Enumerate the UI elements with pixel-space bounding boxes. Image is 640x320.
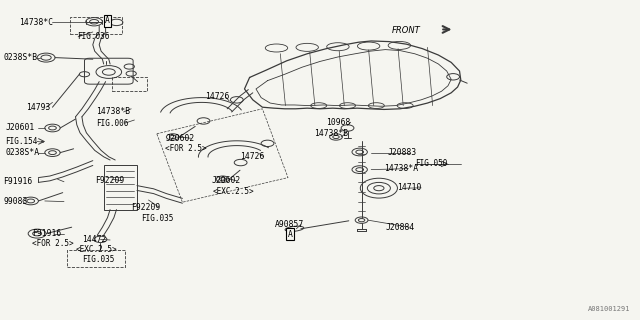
Text: J20883: J20883 [387, 148, 417, 157]
Text: FIG.036: FIG.036 [77, 32, 109, 41]
Text: 14738*B: 14738*B [96, 108, 130, 116]
Text: A: A [105, 16, 110, 25]
Text: 14726: 14726 [205, 92, 229, 101]
Ellipse shape [360, 178, 397, 198]
Text: 14793: 14793 [26, 103, 50, 112]
Bar [104, 165, 137, 210]
Text: <EXC.2.5>: <EXC.2.5> [76, 245, 117, 254]
Text: J20602: J20602 [165, 134, 195, 143]
Text: FRONT: FRONT [392, 26, 420, 35]
Text: F92209: F92209 [95, 176, 124, 185]
Text: J20601: J20601 [5, 124, 35, 132]
Text: 14738*C: 14738*C [19, 18, 53, 27]
Text: FIG.035: FIG.035 [82, 255, 115, 264]
Text: A081001291: A081001291 [588, 306, 630, 312]
Text: J20602: J20602 [211, 176, 241, 185]
Text: J20884: J20884 [386, 223, 415, 232]
Text: FIG.050: FIG.050 [415, 159, 447, 168]
Text: 14738*B: 14738*B [314, 129, 348, 138]
Text: FIG.154: FIG.154 [5, 137, 38, 146]
Text: 10968: 10968 [326, 118, 351, 127]
Text: <FOR 2.5>: <FOR 2.5> [165, 144, 207, 153]
Text: F92209: F92209 [131, 203, 161, 212]
Text: 14472: 14472 [82, 236, 106, 244]
Text: <EXC.2.5>: <EXC.2.5> [213, 187, 255, 196]
Text: 0238S*A: 0238S*A [5, 148, 39, 157]
Text: A90857: A90857 [275, 220, 305, 229]
Text: 14738*A: 14738*A [384, 164, 418, 173]
Text: 14726: 14726 [240, 152, 264, 161]
Text: F91916: F91916 [32, 229, 61, 238]
Text: 99083: 99083 [3, 197, 28, 206]
Text: F91916: F91916 [3, 177, 33, 186]
Text: A: A [287, 230, 292, 239]
Text: 0238S*B: 0238S*B [3, 53, 37, 62]
Text: <FOR 2.5>: <FOR 2.5> [32, 239, 74, 248]
Text: FIG.006: FIG.006 [96, 119, 129, 128]
Text: 14710: 14710 [397, 183, 421, 192]
Text: FIG.035: FIG.035 [141, 214, 173, 223]
